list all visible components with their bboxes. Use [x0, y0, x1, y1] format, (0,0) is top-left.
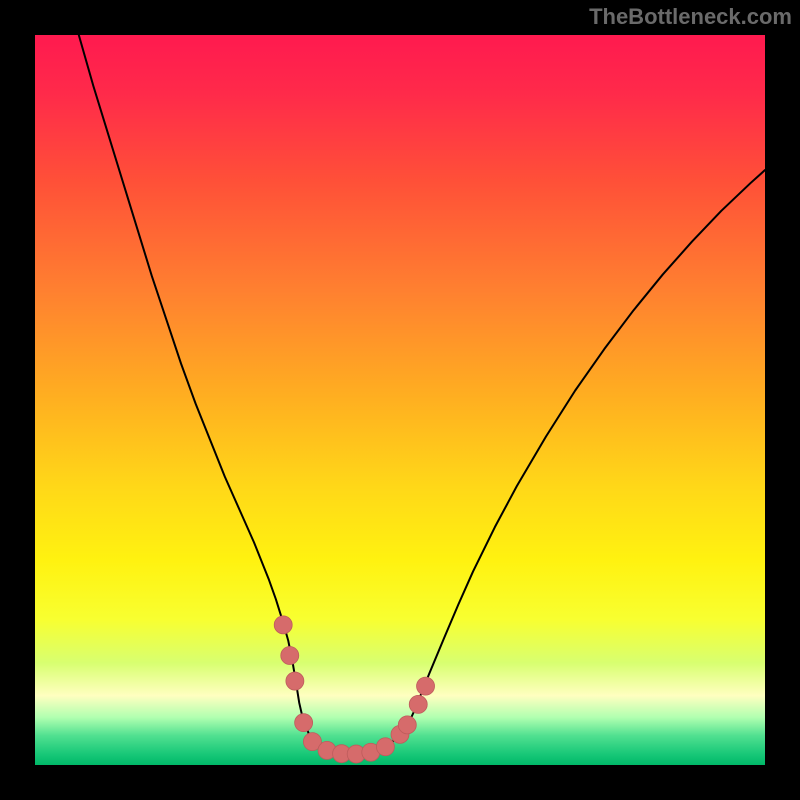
chart-container: TheBottleneck.com [0, 0, 800, 800]
data-marker [398, 716, 416, 734]
watermark-text: TheBottleneck.com [589, 4, 792, 30]
data-marker [417, 677, 435, 695]
gradient-background [35, 35, 765, 765]
data-marker [286, 672, 304, 690]
data-marker [281, 647, 299, 665]
data-marker [274, 616, 292, 634]
data-marker [409, 695, 427, 713]
data-marker [376, 738, 394, 756]
data-marker [295, 714, 313, 732]
plot-area [35, 35, 765, 765]
plot-svg [35, 35, 765, 765]
